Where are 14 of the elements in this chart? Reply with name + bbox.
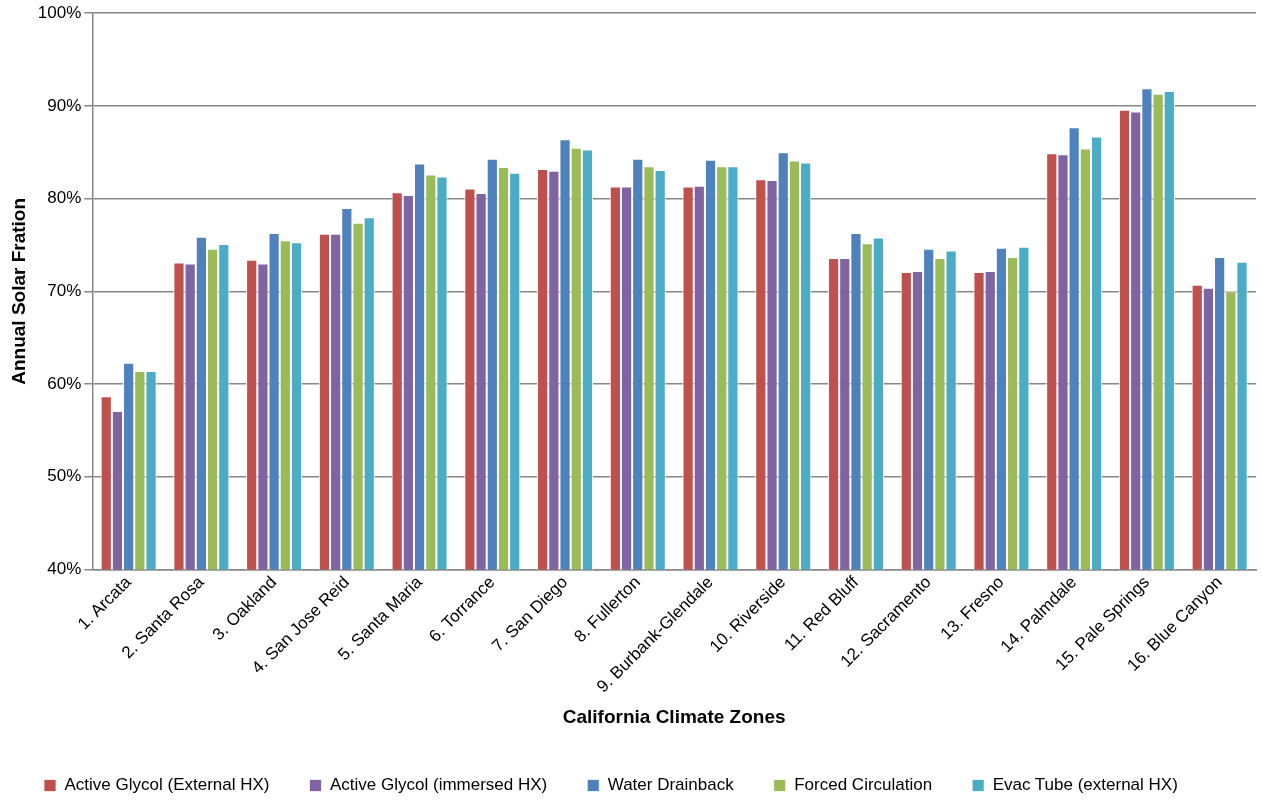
y-tick-label: 40% <box>47 559 82 579</box>
legend-label: Active Glycol (immersed HX) <box>330 775 548 795</box>
legend-label: Forced Circulation <box>794 775 933 795</box>
y-tick-label: 100% <box>37 2 82 22</box>
y-tick-label: 80% <box>47 188 82 208</box>
y-tick-label: 50% <box>47 466 82 486</box>
y-tick-label: 70% <box>47 281 82 301</box>
legend-label: Water Drainback <box>607 775 735 795</box>
y-axis-title: Annual Solar Fration <box>7 197 29 385</box>
y-tick-label: 60% <box>47 373 82 393</box>
x-axis-title: California Climate Zones <box>562 705 786 727</box>
y-tick-label: 90% <box>47 95 82 115</box>
legend-label: Active Glycol (External HX) <box>64 775 270 795</box>
legend-label: Evac Tube (external HX) <box>992 775 1178 795</box>
